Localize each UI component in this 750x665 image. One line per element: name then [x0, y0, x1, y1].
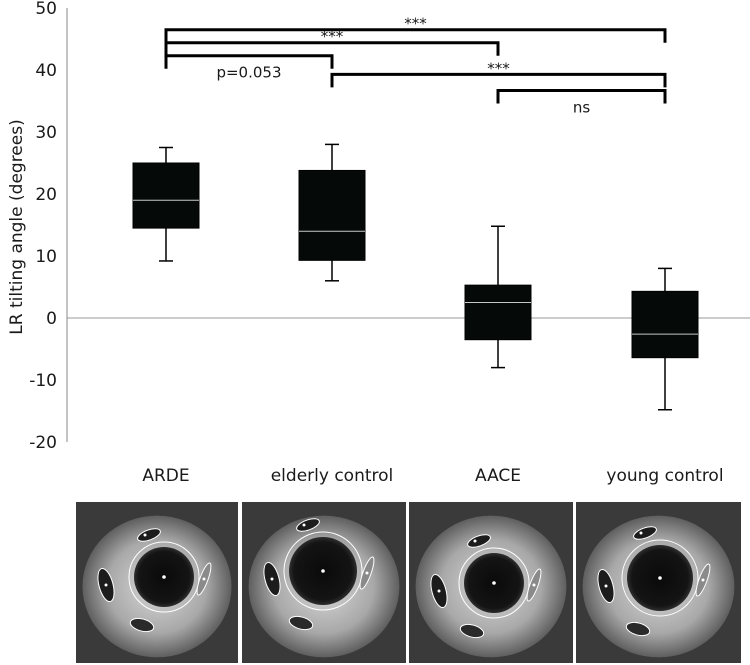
- box-1: [132, 162, 200, 229]
- y-tick-label: 30: [35, 123, 57, 143]
- muscle-centroid: [532, 583, 536, 587]
- significance-bracket: [330, 72, 667, 88]
- category-label: young control: [606, 466, 723, 486]
- muscle-centroid: [473, 539, 477, 543]
- muscle-centroid: [302, 523, 306, 527]
- significance-label: ns: [573, 98, 591, 116]
- box-3: [464, 284, 532, 341]
- muscle-centroid: [270, 577, 274, 581]
- globe-centroid: [492, 581, 496, 585]
- globe-outline: [458, 547, 530, 619]
- muscle-centroid: [365, 571, 369, 575]
- significance-label: p=0.053: [216, 64, 281, 82]
- category-label: elderly control: [271, 466, 394, 486]
- significance-label: ***: [404, 15, 427, 33]
- muscle-centroid: [202, 577, 206, 581]
- inferior-rectus-outline: [129, 617, 155, 633]
- y-tick-label: -10: [29, 371, 57, 391]
- superior-rectus-outline: [633, 526, 657, 540]
- mri-panels: [76, 502, 741, 663]
- y-tick-label: -20: [29, 433, 57, 453]
- muscle-centroid: [143, 533, 147, 537]
- y-tick-label: 20: [35, 185, 57, 205]
- y-tick-label: 10: [35, 247, 57, 267]
- muscle-centroid: [437, 589, 441, 593]
- globe-outline: [283, 531, 363, 611]
- significance-label: ***: [487, 59, 510, 77]
- superior-rectus-outline: [467, 534, 491, 548]
- globe-outline: [621, 539, 699, 617]
- globe-centroid: [321, 569, 325, 573]
- muscle-centroid: [639, 531, 643, 535]
- significance-bracket: [164, 41, 500, 56]
- inferior-rectus-outline: [625, 621, 651, 637]
- significance-bracket: [496, 88, 667, 104]
- muscle-centroid: [701, 578, 705, 582]
- globe-centroid: [658, 576, 662, 580]
- y-tick-label: 40: [35, 61, 57, 81]
- y-tick-label: 0: [46, 309, 57, 329]
- muscle-centroid: [604, 584, 608, 588]
- y-tick-label: 50: [35, 0, 57, 19]
- muscle-centroid: [104, 583, 108, 587]
- significance-bracket: [164, 54, 334, 69]
- superior-rectus-outline: [137, 528, 161, 542]
- globe-outline: [128, 541, 200, 613]
- inferior-rectus-outline: [459, 623, 485, 639]
- category-label: AACE: [475, 466, 521, 486]
- box-2: [298, 169, 366, 261]
- y-axis-label: LR tilting angle (degrees): [7, 119, 27, 334]
- globe-centroid: [162, 575, 166, 579]
- significance-label: ***: [321, 28, 344, 46]
- significance-bracket: [164, 28, 667, 43]
- superior-rectus-outline: [296, 518, 320, 532]
- box-4: [631, 290, 699, 359]
- inferior-rectus-outline: [288, 615, 314, 631]
- chart-area: -20 -10 0 10 20 30 40 50 ARDE elderly control AACE…: [29, 0, 750, 486]
- category-label: ARDE: [142, 466, 189, 486]
